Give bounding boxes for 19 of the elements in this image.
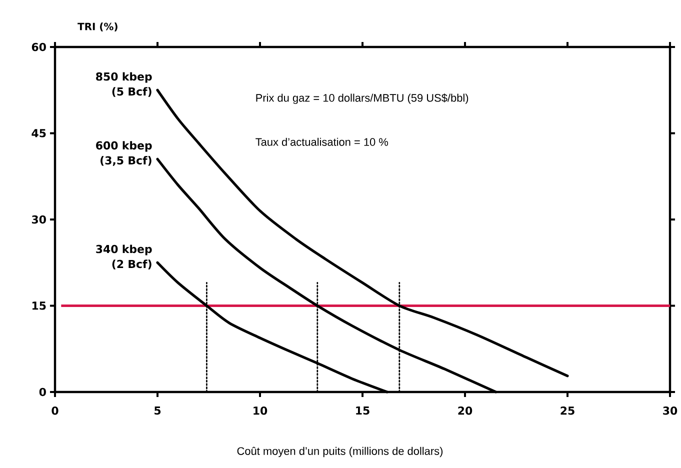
y-tick-label: 45	[32, 129, 46, 138]
x-axis-title: Coût moyen d’un puits (millions de dollars)	[237, 446, 443, 458]
x-tick-label: 25	[560, 406, 574, 415]
series-label: 850 kbep (5 Bcf)	[96, 72, 152, 97]
x-tick-label: 15	[356, 406, 370, 415]
y-tick-label: 0	[39, 388, 46, 396]
y-tick-label: 15	[32, 302, 46, 310]
y-tick-label: 60	[32, 42, 46, 52]
x-tick-label: 20	[458, 406, 472, 415]
annotation: Taux d’actualisation = 10 %	[256, 138, 388, 146]
y-axis-title: TRI (%)	[78, 22, 118, 32]
x-tick-label: 5	[154, 406, 161, 415]
x-tick-label: 10	[254, 406, 268, 415]
x-tick-label: 30	[663, 406, 678, 415]
x-tick-label: 0	[52, 406, 58, 415]
series-label: 600 kbep (3,5 Bcf)	[96, 141, 152, 166]
annotation: Prix du gaz = 10 dollars/MBTU (59 US$/bbl)	[256, 94, 468, 104]
y-tick-label: 30	[32, 215, 46, 224]
series-label: 340 kbep (2 Bcf)	[96, 244, 152, 270]
